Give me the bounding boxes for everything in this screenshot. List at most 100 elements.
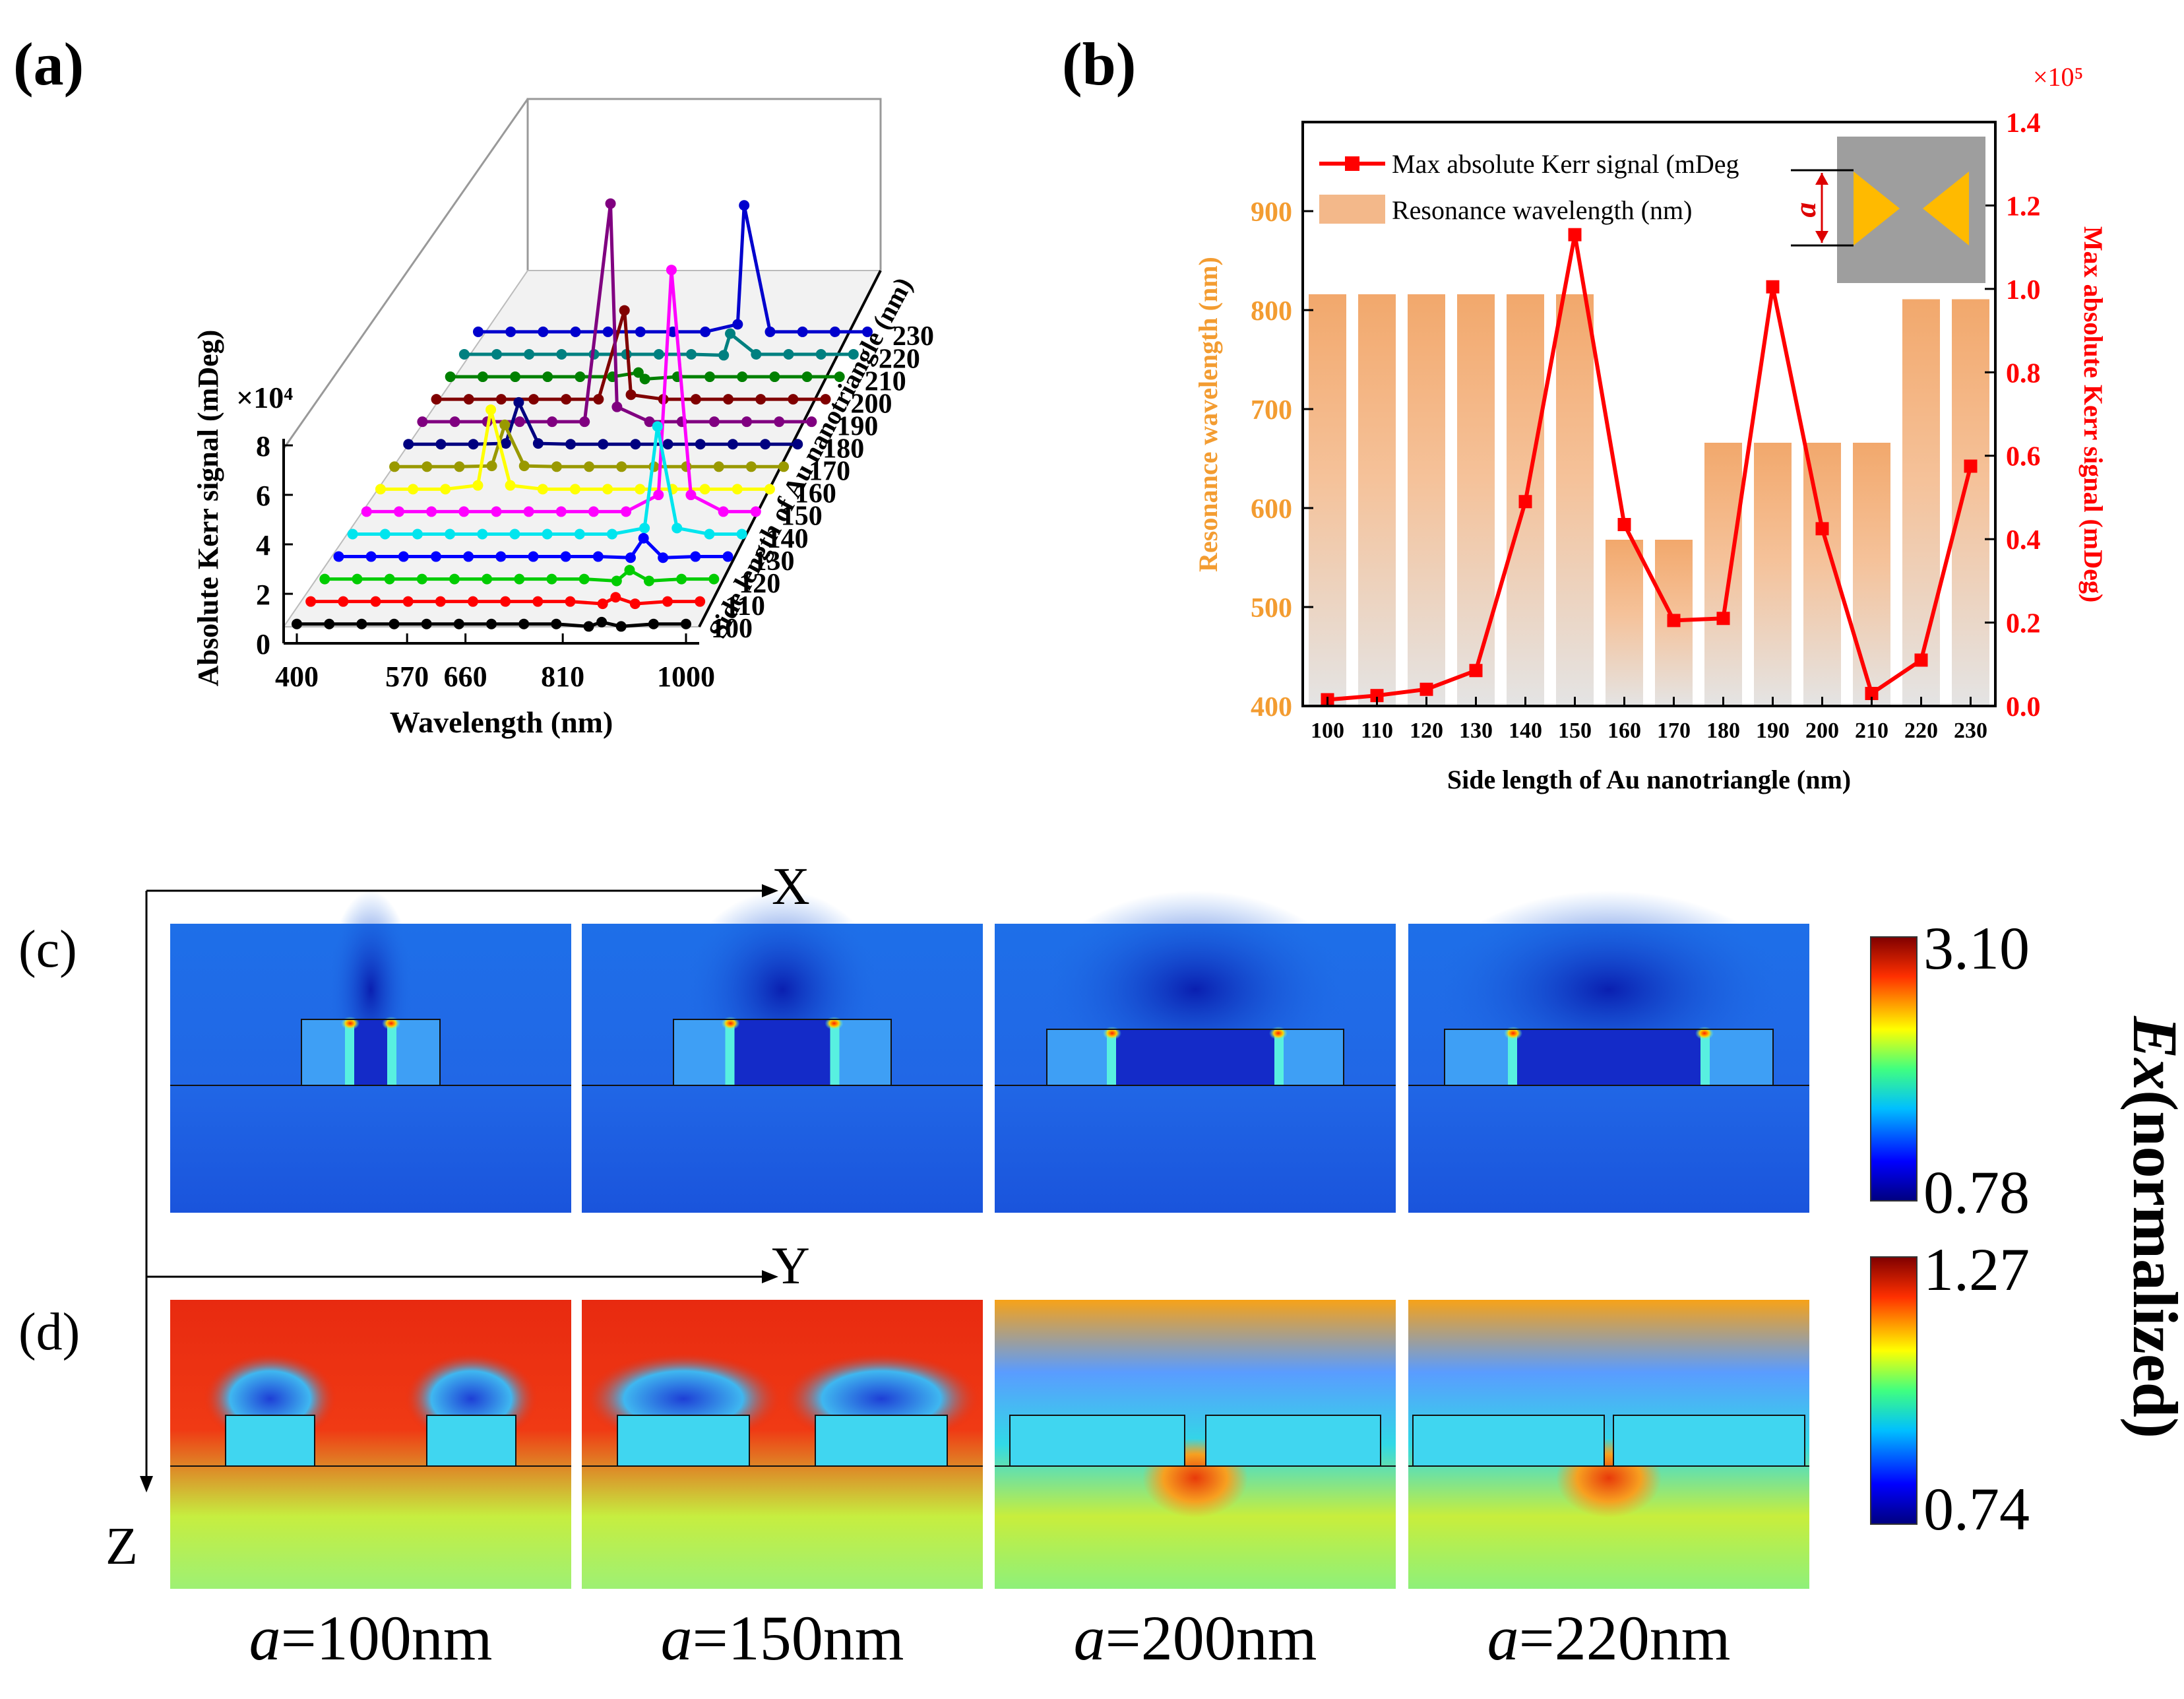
x-tick-label: 660 <box>444 660 487 693</box>
series-point-150 <box>426 506 437 517</box>
series-point-210 <box>445 371 456 383</box>
series-point-180 <box>513 397 524 408</box>
plot-frame-border <box>1301 121 1997 707</box>
series-point-210 <box>633 367 644 378</box>
series-point-190 <box>449 416 460 428</box>
series-point-110 <box>370 596 381 607</box>
x-tick-label: 150 <box>1558 719 1592 743</box>
series-point-200 <box>431 394 442 405</box>
series-point-160 <box>732 484 743 495</box>
series-point-120 <box>352 573 363 585</box>
field-map-c-100 <box>170 891 571 1213</box>
waterfall-series <box>292 198 873 632</box>
series-point-160 <box>375 484 386 495</box>
series-point-170 <box>389 461 400 472</box>
series-point-160 <box>408 484 419 495</box>
caption-italic: a <box>1074 1603 1106 1673</box>
kerr-marker-220 <box>1914 653 1928 667</box>
series-point-180 <box>760 439 771 450</box>
z-axis-line <box>698 270 882 627</box>
series-point-220 <box>815 348 827 360</box>
series-point-180 <box>695 439 706 450</box>
right-block <box>1700 1029 1773 1085</box>
series-point-230 <box>570 326 581 337</box>
series-point-210 <box>834 371 845 383</box>
series-point-110 <box>565 596 576 607</box>
kerr-marker-230 <box>1964 459 1978 473</box>
panel-c-label: (c) <box>18 920 77 978</box>
y-axis-title: Absolute Kerr signal (mDeg) <box>192 330 224 687</box>
series-point-160 <box>505 480 516 491</box>
right-tick-label: 1.2 <box>2006 191 2041 222</box>
series-point-120 <box>482 573 493 585</box>
series-point-220 <box>848 348 859 360</box>
series-point-190 <box>605 198 616 209</box>
series-point-210 <box>769 371 780 383</box>
x-tick-label: 100 <box>1311 719 1344 743</box>
series-point-160 <box>699 484 710 495</box>
panel-d-label: (d) <box>18 1303 80 1361</box>
colorbar-bottom <box>1870 1256 1918 1525</box>
caption-100: a=100nm <box>249 1603 493 1673</box>
right-tick-label: 0.6 <box>2006 442 2041 472</box>
caption-150: a=150nm <box>661 1603 904 1673</box>
y-tick-label: 2 <box>256 579 270 611</box>
series-point-160 <box>485 404 497 415</box>
series-point-200 <box>723 394 734 405</box>
series-point-130 <box>495 551 507 562</box>
series-point-150 <box>523 506 534 517</box>
series-point-110 <box>597 598 608 610</box>
series-point-100 <box>453 618 464 629</box>
series-point-190 <box>611 401 623 412</box>
legend-line-label: Max absolute Kerr signal (mDeg <box>1392 149 1739 179</box>
left-block <box>1413 1415 1604 1466</box>
series-point-230 <box>538 326 549 337</box>
series-point-170 <box>745 461 757 472</box>
series-point-130 <box>690 551 701 562</box>
series-point-110 <box>338 596 349 607</box>
inset-dim-label: a <box>1788 203 1822 218</box>
series-point-100 <box>681 618 691 629</box>
series-point-190 <box>547 416 558 428</box>
right-tick-label: 1.0 <box>2006 275 2041 305</box>
series-point-190 <box>417 416 428 428</box>
series-point-220 <box>725 328 736 339</box>
right-block <box>1206 1415 1381 1466</box>
y-multiplier: ×10⁴ <box>236 381 293 414</box>
series-point-130 <box>463 551 474 562</box>
series-point-110 <box>610 592 621 603</box>
series-point-150 <box>685 490 697 501</box>
right-tick-label: 1.4 <box>2006 108 2041 139</box>
series-point-150 <box>361 506 372 517</box>
line-series <box>1321 228 1978 707</box>
kerr-marker-160 <box>1617 518 1631 532</box>
legend-bar-swatch <box>1319 195 1385 224</box>
series-point-180 <box>727 439 738 450</box>
right-block <box>427 1415 516 1466</box>
series-label-220: 220 <box>879 344 920 374</box>
right-edge-glow <box>387 1019 396 1085</box>
series-point-160 <box>569 484 580 495</box>
series-point-220 <box>458 348 470 360</box>
caption-italic: a <box>249 1603 281 1673</box>
series-label-200: 200 <box>851 389 892 419</box>
bar-110 <box>1358 294 1396 706</box>
y2-multiplier: ×10⁵ <box>2033 62 2084 92</box>
left-edge-glow <box>725 1019 735 1085</box>
series-point-120 <box>416 573 427 585</box>
row-d-ex-yz <box>170 1300 1809 1589</box>
left-edge-glow <box>1508 1029 1517 1085</box>
series-point-180 <box>598 439 609 450</box>
series-point-180 <box>630 439 641 450</box>
bar-series <box>1309 294 1989 706</box>
bar-150 <box>1556 294 1594 706</box>
y-axis-arrowhead <box>762 1270 778 1283</box>
series-point-100 <box>518 618 530 629</box>
caption-rest: =100nm <box>281 1603 493 1673</box>
bar-130 <box>1457 294 1495 706</box>
caption-200: a=200nm <box>1074 1603 1317 1673</box>
series-point-210 <box>542 371 553 383</box>
series-point-180 <box>435 439 447 450</box>
series-point-140 <box>639 523 650 534</box>
series-point-200 <box>690 394 701 405</box>
